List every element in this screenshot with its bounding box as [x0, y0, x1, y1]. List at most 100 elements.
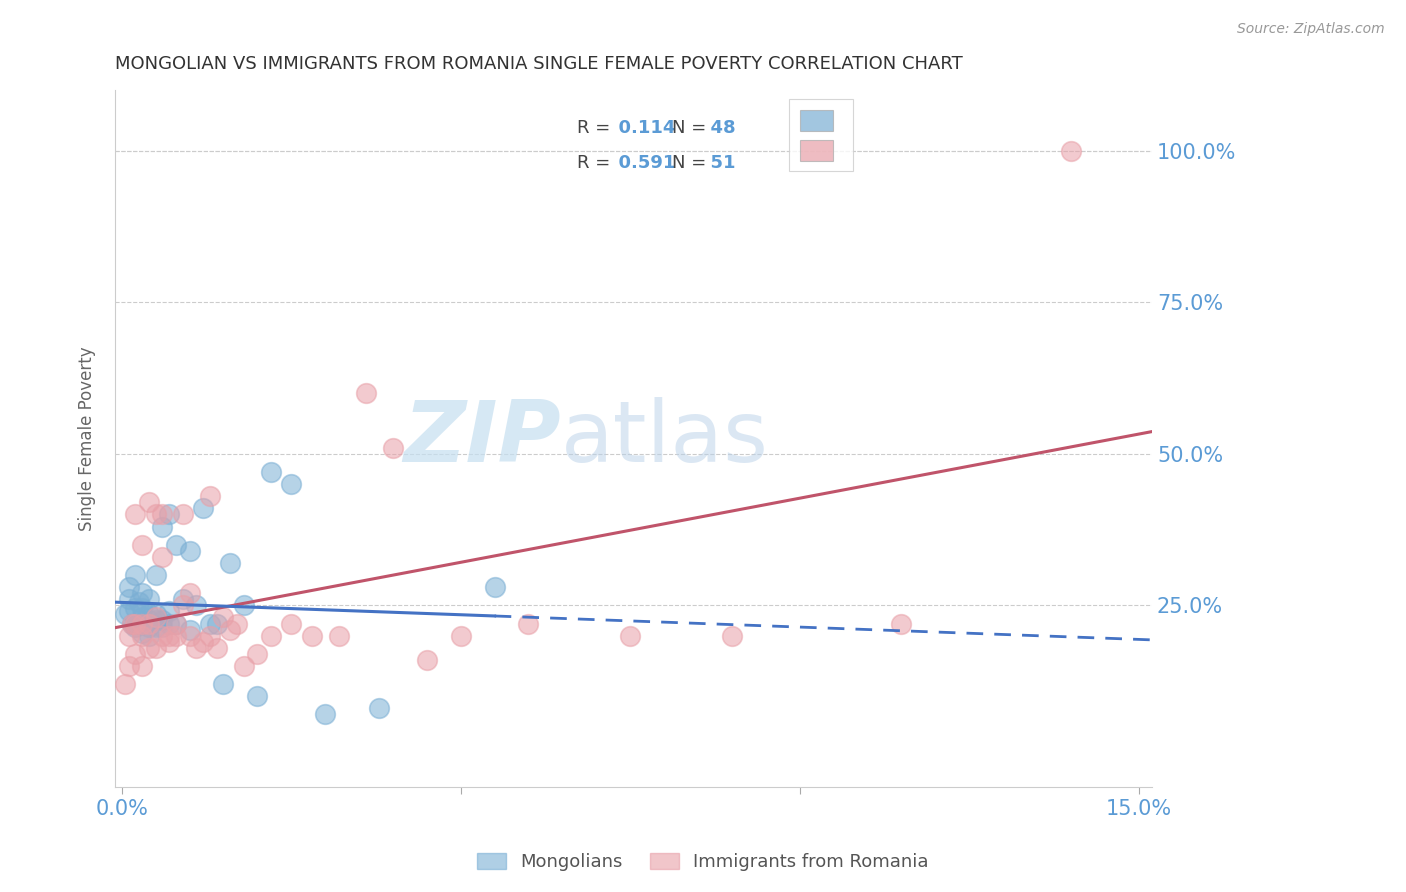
Text: 48: 48: [697, 120, 735, 137]
Text: R =: R =: [576, 120, 616, 137]
Point: [232, 659, 254, 673]
Point: [205, 640, 228, 655]
Point: [179, 586, 201, 600]
Point: [172, 592, 194, 607]
Point: [145, 607, 167, 622]
Point: [186, 599, 208, 613]
Point: [121, 616, 143, 631]
Point: [157, 604, 180, 618]
Point: [152, 619, 174, 633]
Point: [138, 592, 160, 607]
Point: [172, 508, 194, 522]
Text: 0.114: 0.114: [606, 120, 675, 137]
Point: [517, 616, 540, 631]
Point: [198, 629, 221, 643]
Point: [484, 580, 506, 594]
Point: [368, 701, 391, 715]
Point: [124, 601, 146, 615]
Point: [145, 568, 167, 582]
Point: [138, 607, 160, 622]
Point: [152, 629, 174, 643]
Point: [246, 690, 269, 704]
Point: [152, 508, 174, 522]
Text: ZIP: ZIP: [404, 397, 561, 480]
Point: [145, 610, 167, 624]
Point: [260, 465, 283, 479]
Point: [205, 616, 228, 631]
Text: 51: 51: [697, 154, 735, 172]
Point: [191, 501, 214, 516]
Point: [157, 634, 180, 648]
Point: [131, 616, 153, 631]
Point: [117, 629, 139, 643]
Point: [117, 592, 139, 607]
Point: [131, 625, 153, 640]
Point: [212, 677, 235, 691]
Point: [328, 629, 350, 643]
Point: [138, 619, 160, 633]
Point: [124, 616, 146, 631]
Point: [179, 543, 201, 558]
Point: [114, 607, 136, 622]
Point: [890, 616, 912, 631]
Point: [165, 629, 187, 643]
Point: [721, 629, 744, 643]
Point: [145, 614, 167, 628]
Point: [416, 653, 439, 667]
Point: [226, 616, 249, 631]
Point: [381, 441, 404, 455]
Point: [165, 616, 187, 631]
Point: [198, 616, 221, 631]
Point: [114, 677, 136, 691]
Point: [145, 640, 167, 655]
Point: [191, 634, 214, 648]
Point: [301, 629, 323, 643]
Point: [280, 616, 302, 631]
Point: [117, 580, 139, 594]
Point: [131, 659, 153, 673]
Point: [179, 623, 201, 637]
Point: [131, 629, 153, 643]
Point: [121, 616, 143, 631]
Point: [354, 386, 377, 401]
Y-axis label: Single Female Poverty: Single Female Poverty: [79, 346, 96, 531]
Text: MONGOLIAN VS IMMIGRANTS FROM ROMANIA SINGLE FEMALE POVERTY CORRELATION CHART: MONGOLIAN VS IMMIGRANTS FROM ROMANIA SIN…: [115, 55, 963, 73]
Point: [124, 508, 146, 522]
Point: [124, 619, 146, 633]
Text: Source: ZipAtlas.com: Source: ZipAtlas.com: [1237, 22, 1385, 37]
Point: [145, 508, 167, 522]
Point: [260, 629, 283, 643]
Point: [124, 616, 146, 631]
Point: [157, 616, 180, 631]
Point: [138, 495, 160, 509]
Point: [1060, 144, 1083, 158]
Point: [128, 595, 150, 609]
Point: [157, 508, 180, 522]
Point: [138, 640, 160, 655]
Point: [131, 616, 153, 631]
Point: [152, 549, 174, 564]
Point: [165, 538, 187, 552]
Point: [145, 619, 167, 633]
Point: [280, 477, 302, 491]
Point: [219, 556, 242, 570]
Text: R =: R =: [576, 154, 616, 172]
Point: [450, 629, 472, 643]
Point: [314, 707, 336, 722]
Point: [157, 629, 180, 643]
Legend: , : ,: [790, 99, 852, 171]
Point: [246, 647, 269, 661]
Point: [124, 568, 146, 582]
Point: [198, 489, 221, 503]
Text: N =: N =: [672, 120, 711, 137]
Point: [138, 629, 160, 643]
Point: [138, 616, 160, 631]
Point: [117, 659, 139, 673]
Point: [232, 599, 254, 613]
Point: [131, 538, 153, 552]
Legend: Mongolians, Immigrants from Romania: Mongolians, Immigrants from Romania: [470, 846, 936, 879]
Text: atlas: atlas: [561, 397, 769, 480]
Text: N =: N =: [672, 154, 711, 172]
Point: [212, 610, 235, 624]
Text: 0.591: 0.591: [606, 154, 675, 172]
